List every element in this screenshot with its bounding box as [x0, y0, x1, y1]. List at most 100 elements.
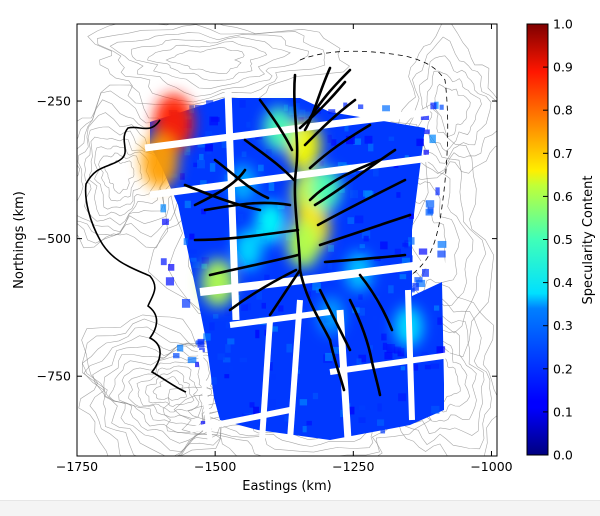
swath-speckle — [190, 257, 197, 262]
swath-speckle — [338, 188, 345, 193]
swath-speckle — [239, 357, 247, 363]
swath-speckle — [407, 255, 413, 263]
y-axis: −250 −500 −750 — [37, 94, 497, 384]
contour-line — [88, 136, 158, 217]
swath-speckle — [193, 162, 199, 167]
swath-speckle — [349, 406, 355, 415]
swath-speckle — [382, 105, 390, 112]
swath-speckle — [347, 217, 355, 225]
swath-speckle — [230, 357, 236, 365]
contour-line — [152, 376, 187, 401]
x-tick-label: −1000 — [470, 459, 512, 474]
swath-speckle — [246, 121, 251, 128]
swath-speckle — [437, 250, 446, 258]
channel-path — [303, 98, 357, 147]
swath-speckle — [358, 354, 367, 363]
swath-speckle — [204, 144, 213, 152]
channel-path — [268, 268, 302, 317]
swath-speckle — [423, 149, 429, 155]
channel-path — [323, 253, 407, 264]
swath-speckle — [241, 151, 247, 157]
swath-speckle — [241, 304, 248, 311]
swath-speckle — [253, 406, 260, 416]
x-tick-label: −1500 — [194, 459, 236, 474]
contour-line — [78, 314, 287, 456]
swath-speckle — [256, 291, 263, 300]
contour-line — [432, 84, 471, 138]
swath-speckle — [376, 419, 385, 426]
swath-speckle — [416, 279, 426, 288]
swath-speckle — [372, 315, 378, 321]
swath-speckle — [269, 347, 278, 355]
swath-speckle — [312, 392, 319, 400]
contour-line — [136, 365, 200, 413]
colorbar-tick-label: 0.5 — [553, 232, 573, 247]
channel-path — [358, 273, 394, 332]
swath-speckle — [408, 237, 415, 245]
swath-speckle — [161, 218, 169, 225]
swath-speckle — [304, 111, 310, 117]
swath-speckle — [209, 322, 215, 331]
channel-path — [313, 148, 397, 207]
swath-speckle — [353, 138, 362, 145]
swath-speckle — [286, 343, 293, 353]
swath-speckle — [160, 204, 167, 213]
swath-speckle — [241, 413, 250, 419]
swath-speckle — [183, 238, 188, 246]
swath-speckle — [344, 124, 349, 132]
swath-speckle — [382, 342, 388, 350]
swath-speckle — [372, 168, 379, 177]
swath-speckle — [268, 398, 276, 408]
specularity-patch — [286, 119, 322, 171]
swath-speckle — [229, 314, 235, 324]
swath-speckle — [439, 104, 444, 110]
channel-path — [328, 338, 346, 392]
swath-speckle — [187, 357, 197, 364]
swath-speckle — [386, 344, 396, 353]
swath-speckle — [297, 285, 302, 291]
swath-speckle — [168, 263, 175, 271]
channel-path — [298, 80, 347, 130]
swath-speckle — [388, 285, 394, 294]
swath-speckle — [422, 268, 429, 277]
channel-path — [243, 138, 296, 182]
swath-speckle — [255, 134, 263, 140]
channel-path — [316, 178, 407, 227]
colorbar-tick-label: 0.1 — [553, 404, 573, 419]
swath-speckle — [325, 352, 333, 362]
swath-speckle — [346, 135, 355, 145]
colorbar-tick-label: 0.7 — [553, 146, 573, 161]
y-tick-label: −750 — [37, 369, 71, 384]
swath-speckle — [179, 173, 185, 180]
x-tick-label: −1250 — [332, 459, 374, 474]
swath-speckle — [217, 304, 222, 311]
contour-line — [94, 145, 151, 210]
swath-speckle — [425, 208, 434, 216]
swath-speckle — [408, 213, 414, 219]
swath-speckle — [358, 104, 364, 110]
page-footer-strip — [0, 500, 600, 516]
swath-speckle — [265, 149, 272, 155]
swath-speckle — [393, 346, 402, 354]
swath-speckle — [358, 294, 363, 300]
swath-speckle — [228, 365, 233, 372]
swath-speckle — [400, 366, 406, 371]
plot-frame — [76, 23, 498, 457]
x-tick-label: −1750 — [56, 459, 98, 474]
swath-speckle — [380, 241, 388, 250]
subglacial-hydrology-network — [183, 66, 412, 397]
swath-speckle — [359, 244, 365, 249]
swath-speckle — [267, 362, 273, 371]
swath-speckle — [224, 307, 233, 316]
swath-speckle — [277, 202, 285, 210]
swath-speckle — [357, 247, 366, 254]
swath-speckle — [258, 164, 264, 172]
swath-speckle — [429, 134, 436, 144]
swath-speckle — [189, 233, 195, 240]
swath-speckle — [380, 427, 386, 434]
swath-speckle — [225, 344, 231, 353]
swath-speckle — [340, 409, 345, 418]
x-axis: −1750 −1500 −1250 −1000 — [56, 24, 513, 474]
contour-line — [84, 126, 166, 226]
swath-speckle — [350, 190, 359, 199]
